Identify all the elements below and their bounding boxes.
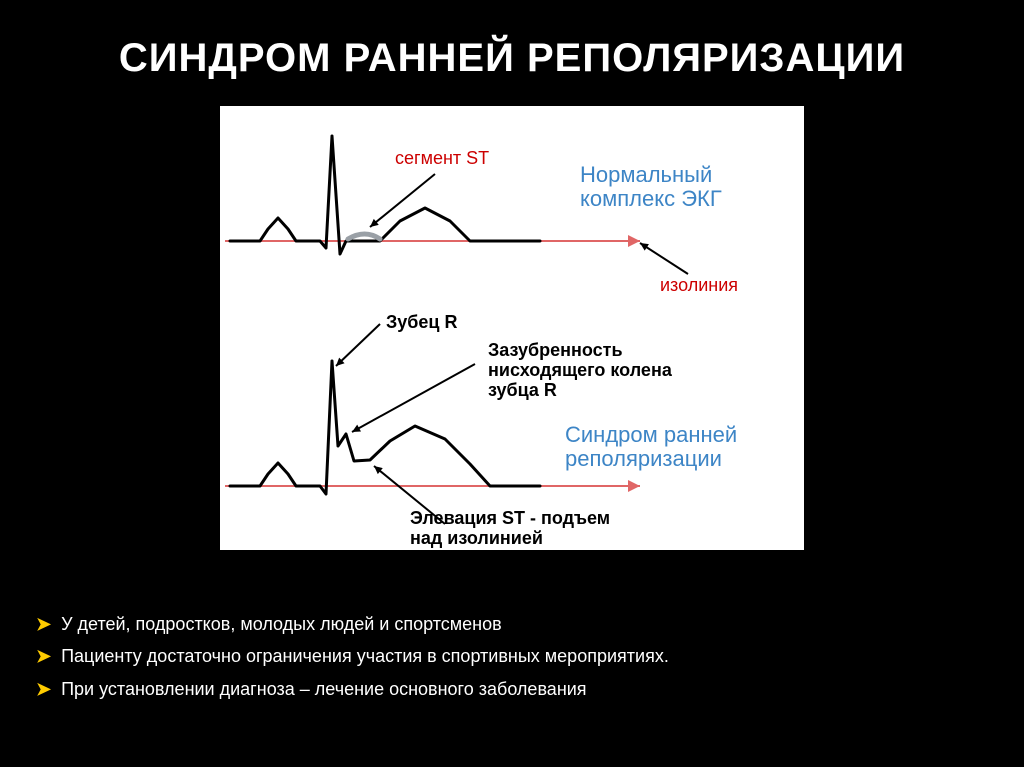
bullet-arrow-icon: ➤ [36, 612, 51, 636]
slide-title: СИНДРОМ РАННЕЙ РЕПОЛЯРИЗАЦИИ [0, 36, 1024, 81]
bullet-text: Пациенту достаточно ограничения участия … [61, 644, 976, 668]
svg-text:Элевация ST - подъем: Элевация ST - подъем [410, 508, 610, 528]
slide: СИНДРОМ РАННЕЙ РЕПОЛЯРИЗАЦИИ сегмент ST Н… [0, 0, 1024, 767]
bullet-arrow-icon: ➤ [36, 677, 51, 701]
svg-text:комплекс ЭКГ: комплекс ЭКГ [580, 186, 722, 211]
bullet-text: У детей, подростков, молодых людей и спо… [61, 612, 976, 636]
bullet-list: ➤ У детей, подростков, молодых людей и с… [36, 612, 976, 709]
ecg-svg: сегмент ST Нормальныйкомплекс ЭКГ изолиния… [220, 106, 804, 550]
svg-text:изолиния: изолиния [660, 275, 738, 295]
ecg-figure: сегмент ST Нормальныйкомплекс ЭКГ изолиния… [220, 106, 804, 550]
svg-text:над изолинией: над изолинией [410, 528, 543, 548]
svg-text:реполяризации: реполяризации [565, 446, 722, 471]
svg-text:сегмент ST: сегмент ST [395, 148, 489, 168]
bullet-item: ➤ Пациенту достаточно ограничения участи… [36, 644, 976, 668]
bullet-item: ➤ При установлении диагноза – лечение ос… [36, 677, 976, 701]
svg-text:нисходящего колена: нисходящего колена [488, 360, 673, 380]
svg-text:зубца R: зубца R [488, 380, 557, 400]
svg-text:Нормальный: Нормальный [580, 162, 712, 187]
bullet-item: ➤ У детей, подростков, молодых людей и с… [36, 612, 976, 636]
svg-text:Зазубренность: Зазубренность [488, 340, 623, 360]
svg-text:Синдром ранней: Синдром ранней [565, 422, 737, 447]
svg-text:Зубец R: Зубец R [386, 312, 457, 332]
bullet-arrow-icon: ➤ [36, 644, 51, 668]
bullet-text: При установлении диагноза – лечение осно… [61, 677, 976, 701]
